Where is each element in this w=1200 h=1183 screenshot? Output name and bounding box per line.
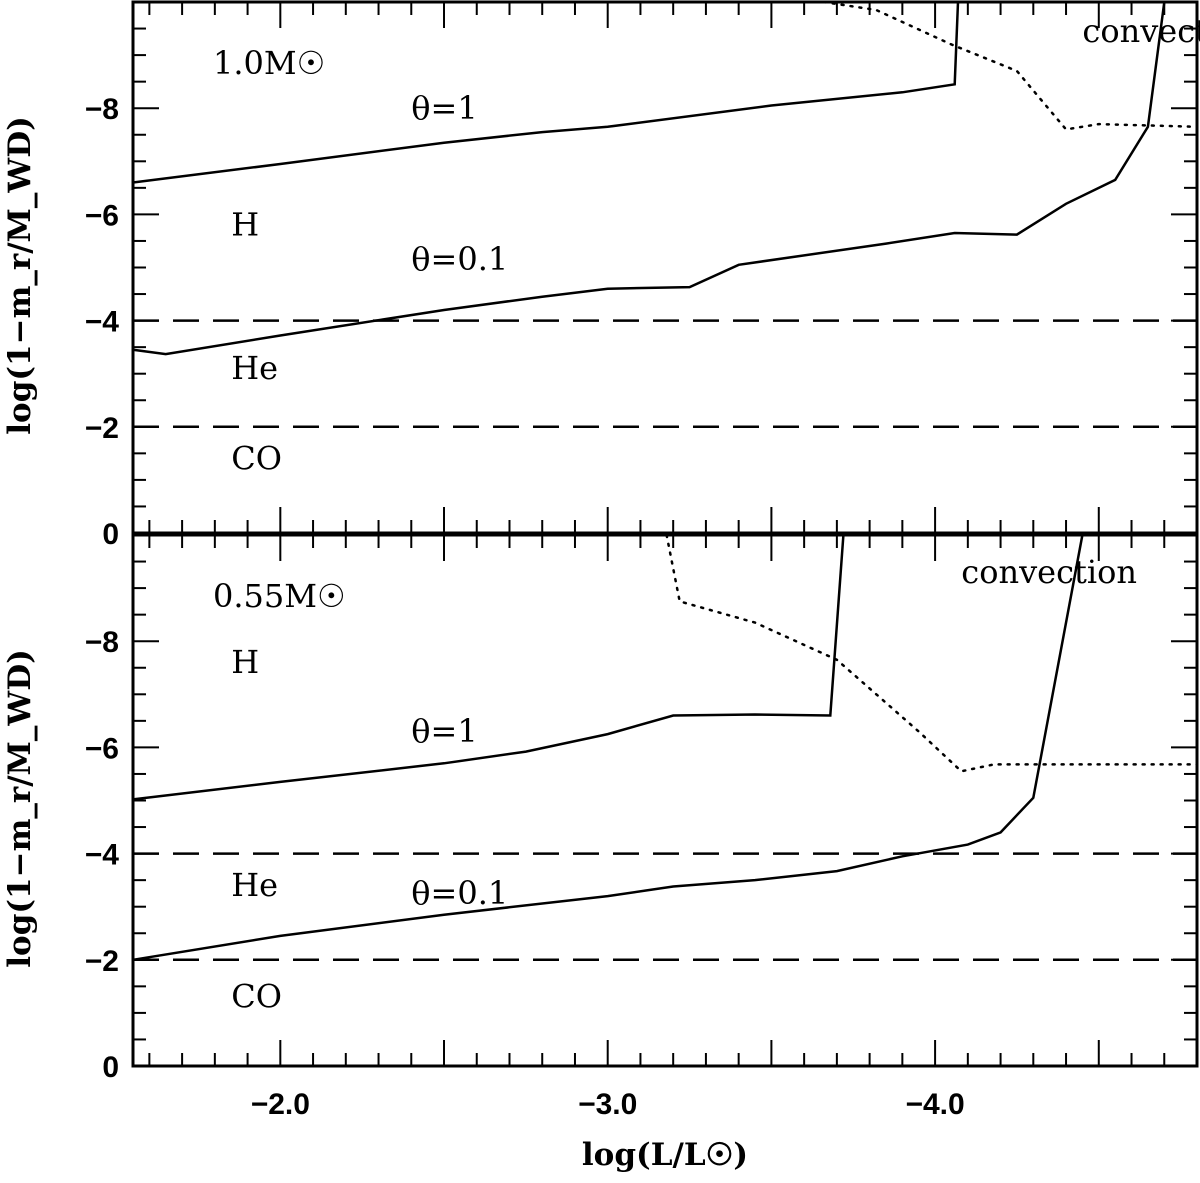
- y-tick-label: −4: [85, 306, 120, 339]
- series-line-theta-0-1: [132, 534, 1084, 962]
- series-label: θ=1: [411, 712, 477, 750]
- y-tick-label: 0: [102, 1051, 119, 1084]
- y-tick-label: −8: [85, 626, 119, 659]
- y-tick-label: −6: [85, 732, 119, 765]
- region-label: H: [231, 206, 259, 244]
- mass-label: 1.0M☉: [213, 44, 325, 82]
- y-axis-title: log(1−m_r/M_WD): [2, 649, 38, 967]
- region-label: CO: [231, 439, 282, 477]
- x-tick-label: −3.0: [578, 1088, 637, 1121]
- y-tick-label: −2: [85, 945, 119, 978]
- x-axis-title: log(L/L☉): [582, 1137, 748, 1173]
- region-label: He: [231, 866, 278, 904]
- region-label: CO: [231, 978, 282, 1016]
- y-tick-label: −8: [85, 93, 119, 126]
- x-tick-label: −4.0: [905, 1088, 964, 1121]
- series-label: θ=0.1: [411, 874, 508, 912]
- panel-bottom: 0 −2 −4 −6 −8 log(1−m_r/M_WD) θ=1 θ=0.1 convecti…: [2, 533, 1199, 1084]
- x-tick-label: −2.0: [251, 1088, 310, 1121]
- convection-label: convection: [961, 553, 1137, 591]
- mass-label: 0.55M☉: [213, 577, 346, 615]
- y-tick-label: −6: [85, 199, 119, 232]
- y-tick-label: 0: [102, 518, 119, 551]
- y-tick-label: −4: [85, 839, 120, 872]
- series-line-theta-1: [132, 1, 960, 184]
- series-line-theta-0-1: [132, 1, 1166, 356]
- y-axis-title: log(1−m_r/M_WD): [2, 116, 38, 434]
- series-label: θ=0.1: [411, 240, 508, 278]
- convection-boundary-line: [665, 533, 1199, 773]
- panel-top: 0 −2 −4 −6 −8 log(1−m_r/M_WD) θ=1 θ=0.1 convecti…: [2, 0, 1200, 551]
- convection-boundary-line: [822, 0, 1199, 131]
- region-label: He: [231, 349, 278, 387]
- y-tick-label: −2: [85, 412, 119, 445]
- convection-label: convection: [1082, 12, 1200, 50]
- series-line-theta-1: [132, 534, 845, 801]
- region-label: H: [231, 643, 259, 681]
- series-label: θ=1: [411, 89, 477, 127]
